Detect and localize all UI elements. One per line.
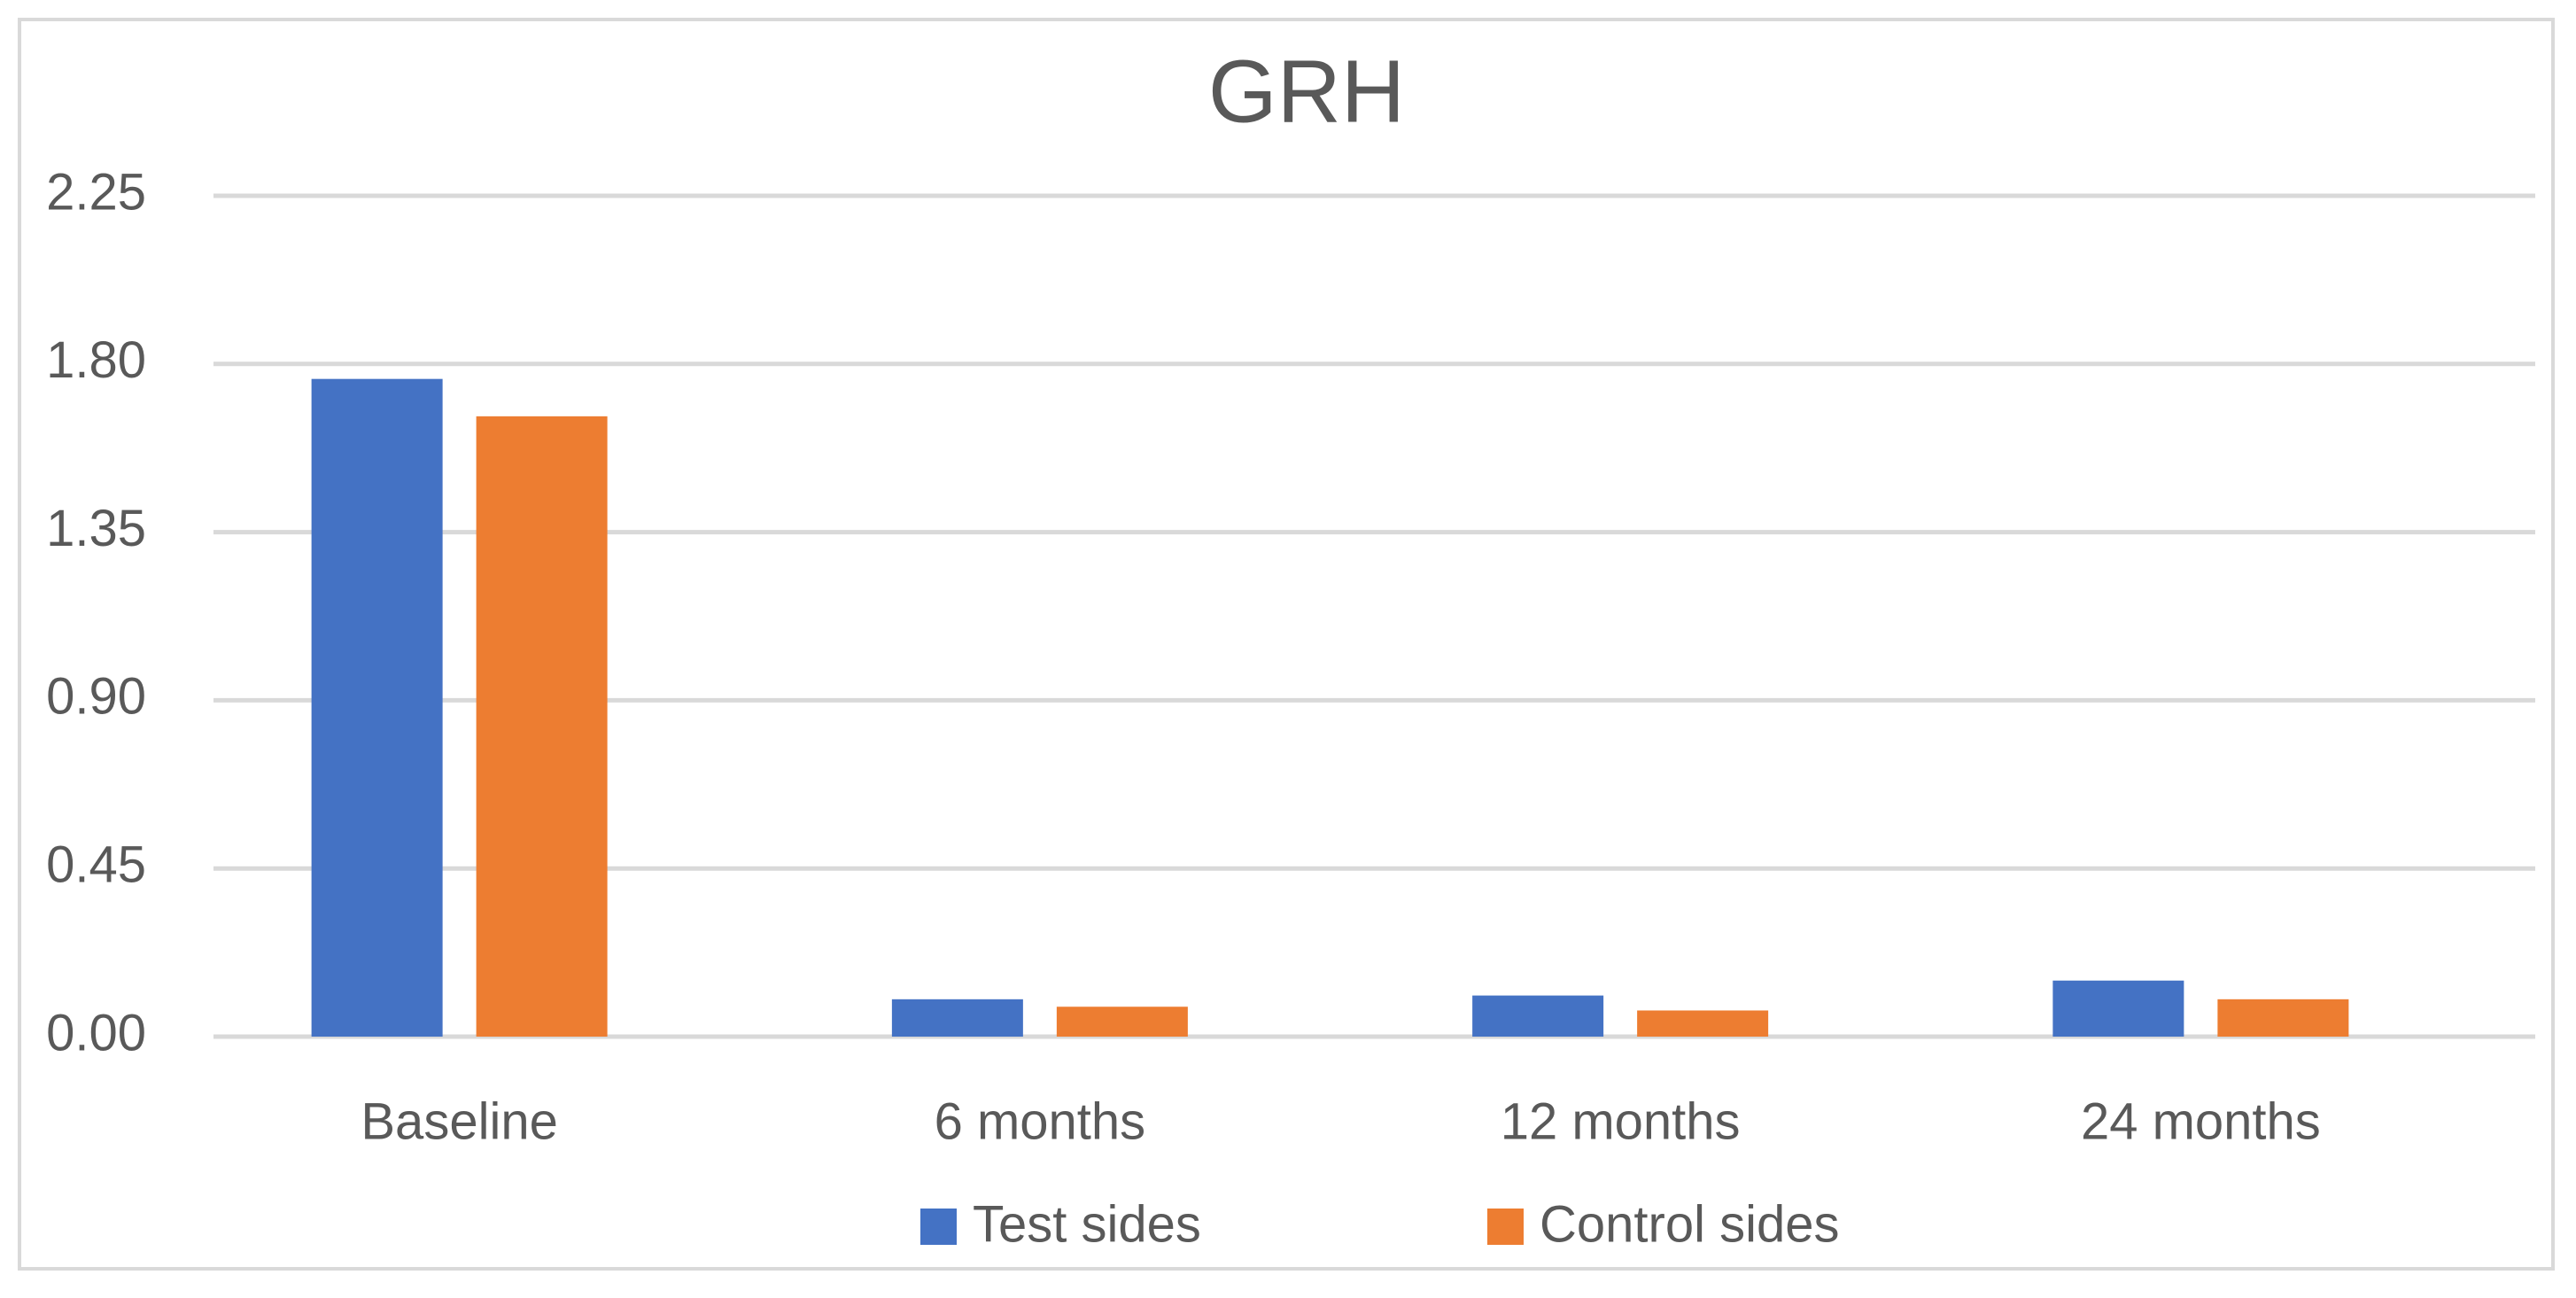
bar xyxy=(1056,1007,1188,1037)
x-tick-label: 6 months xyxy=(935,1092,1146,1150)
y-tick-label: 0.90 xyxy=(46,668,146,726)
y-tick-label: 0.45 xyxy=(46,836,146,894)
bar xyxy=(2052,980,2184,1037)
x-tick-label: 24 months xyxy=(2081,1092,2321,1150)
bar xyxy=(1637,1010,1769,1037)
bar xyxy=(1472,995,1604,1037)
legend-swatch xyxy=(1487,1209,1524,1245)
bar xyxy=(311,378,443,1037)
y-tick-label: 2.25 xyxy=(46,163,146,221)
bar xyxy=(2217,999,2349,1037)
legend-label: Test sides xyxy=(973,1195,1201,1253)
bar xyxy=(476,416,608,1037)
y-tick-label: 0.00 xyxy=(46,1004,146,1061)
legend-swatch xyxy=(920,1209,957,1245)
bar xyxy=(891,999,1023,1037)
legend-label: Control sides xyxy=(1540,1195,1839,1253)
chart-title: GRH xyxy=(1208,42,1405,141)
y-tick-label: 1.80 xyxy=(46,331,146,389)
x-tick-label: Baseline xyxy=(361,1092,557,1150)
x-tick-label: 12 months xyxy=(1501,1092,1741,1150)
y-tick-label: 1.35 xyxy=(46,500,146,557)
